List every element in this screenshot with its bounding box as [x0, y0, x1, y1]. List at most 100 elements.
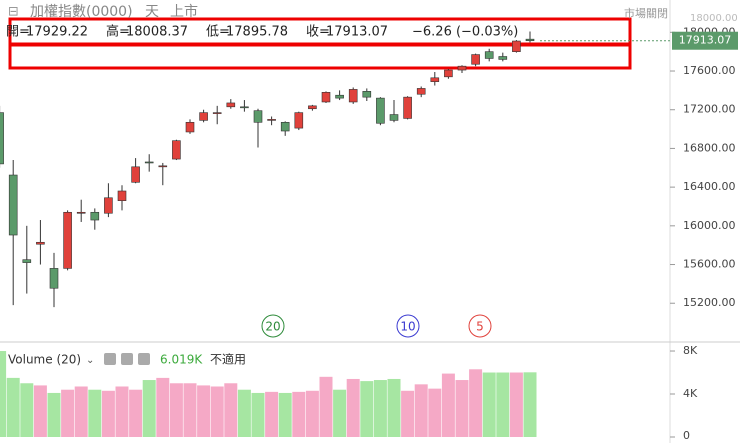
volume-bar — [197, 385, 211, 437]
ma-badge-text: 20 — [265, 320, 280, 334]
ohlc-label: 開= — [6, 25, 30, 40]
candle-body — [267, 119, 276, 121]
volume-bar — [169, 383, 183, 437]
y-tick-label: 16800.00 — [683, 141, 736, 154]
y-tick-label: 15600.00 — [683, 258, 736, 271]
volume-bar — [346, 378, 360, 437]
y-tick-label: 15200.00 — [683, 296, 736, 309]
candle-body — [226, 102, 236, 108]
candle-body — [63, 211, 72, 269]
icon[interactable] — [138, 353, 150, 365]
y-tick-label: 16000.00 — [683, 219, 736, 232]
volume-bar — [333, 389, 347, 437]
candle-body — [321, 92, 331, 103]
ohlc-value: 18008.37 — [126, 25, 188, 40]
change: −6.26 (−0.03%) — [412, 25, 518, 40]
volume-bar — [47, 392, 61, 437]
volume-bar — [441, 373, 455, 437]
candle-body — [430, 77, 440, 82]
y-tick-label: 16400.00 — [683, 180, 736, 193]
volume-bar — [210, 386, 224, 437]
volume-bar — [278, 392, 292, 437]
candle-body — [348, 89, 358, 103]
volume-value: 6.019K — [160, 353, 203, 367]
candle-body — [158, 165, 168, 168]
volume-bar — [455, 380, 469, 437]
volume-bar — [414, 384, 428, 437]
volume-bar — [101, 390, 115, 437]
candle-body — [376, 97, 385, 124]
ohlc-label: 收= — [306, 25, 330, 40]
candle-body — [212, 112, 222, 114]
volume-bar — [292, 391, 306, 437]
market-status: 市場關閉 — [624, 6, 668, 20]
candle-body — [362, 91, 372, 98]
candle-body — [457, 65, 467, 71]
candle-body — [117, 190, 127, 201]
ma-badge — [261, 314, 285, 338]
volume-bar — [88, 389, 102, 437]
icon[interactable] — [104, 353, 116, 365]
volume-bar — [469, 369, 483, 437]
volume-bar — [61, 389, 75, 437]
candle-body — [172, 140, 181, 160]
y-tick-label: 0 — [683, 429, 690, 442]
candle-body — [199, 112, 208, 121]
period: 天 — [145, 4, 159, 20]
volume-bar — [401, 390, 415, 437]
dropdown[interactable]: ⌄ — [86, 355, 94, 366]
volume-bar — [523, 372, 537, 437]
collapse-icon[interactable]: ⊟ — [8, 5, 19, 20]
volume-bar — [156, 377, 170, 437]
candle-body — [294, 112, 304, 129]
icon[interactable] — [121, 353, 133, 365]
volume-note: 不適用 — [210, 352, 246, 367]
volume-title: Volume (20) — [8, 353, 81, 367]
ohlc-value: 17929.22 — [26, 25, 88, 40]
volume-bar — [129, 389, 143, 437]
y-tick-label: 4K — [683, 387, 698, 400]
volume-bar — [265, 391, 279, 437]
volume-bar — [224, 383, 238, 437]
candle-body — [90, 211, 100, 221]
candle-body — [131, 166, 140, 183]
candle-body — [280, 121, 290, 132]
volume-bar — [319, 376, 333, 437]
candle-body — [403, 96, 412, 119]
volume-bar — [360, 381, 374, 437]
volume-bar — [387, 378, 401, 437]
candle-body — [36, 241, 45, 245]
ohlc-label: 低= — [206, 25, 230, 40]
candle-body — [185, 121, 195, 133]
y-tick-label: 8K — [683, 344, 698, 357]
volume-bar — [142, 380, 156, 437]
volume-bar — [6, 377, 20, 437]
volume-bar — [428, 388, 442, 437]
candle-body — [498, 56, 508, 60]
candle-body — [416, 88, 426, 95]
ma-badge-text: 5 — [476, 320, 484, 334]
candle-body — [76, 211, 86, 214]
volume-bar — [237, 389, 251, 437]
ma-badge-text: 10 — [400, 320, 415, 334]
volume-bar — [482, 372, 496, 437]
volume-bar — [74, 386, 88, 437]
volume-bar — [373, 380, 387, 437]
ohlc-value: 17895.78 — [226, 25, 288, 40]
volume-bar — [251, 392, 265, 437]
volume-bar — [33, 385, 47, 437]
volume-bar — [183, 383, 197, 437]
candle-body — [389, 114, 399, 121]
volume-bar — [509, 372, 523, 437]
volume-bar — [0, 351, 7, 437]
price-tag — [672, 31, 738, 50]
ma-badge — [396, 314, 420, 338]
candle-body — [335, 94, 344, 99]
volume-bar — [305, 390, 319, 437]
candle-body — [0, 112, 4, 165]
candle-body — [49, 268, 59, 289]
candle-body — [484, 51, 494, 59]
candle-body — [512, 40, 521, 52]
